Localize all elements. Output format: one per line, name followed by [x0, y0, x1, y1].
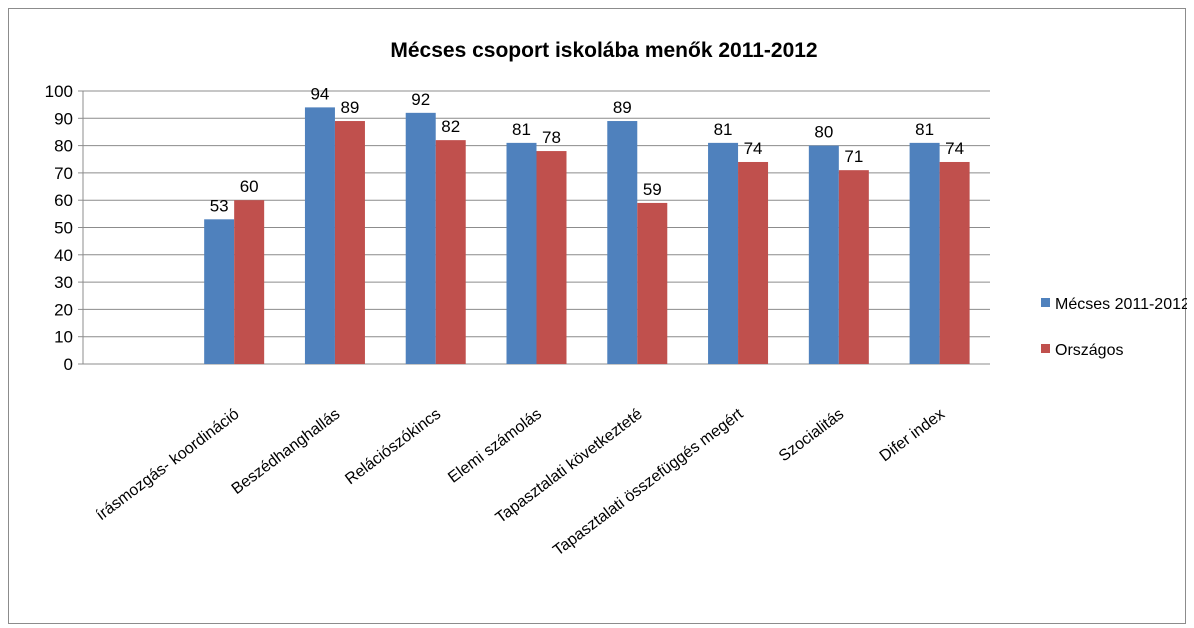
bar-mecses — [405, 112, 436, 364]
data-label: 74 — [945, 139, 964, 158]
data-label: 81 — [512, 120, 531, 139]
chart-frame: Mécses csoport iskolába menők 2011-2012 … — [8, 8, 1187, 624]
legend-label-mecses: Mécses 2011-2012 — [1055, 296, 1187, 313]
category-label: Difer index — [877, 406, 948, 466]
data-label-layer: 53 60 94 89 92 82 81 78 89 59 81 74 80 71 81 74 — [210, 84, 964, 215]
category-label: Elemi számolás — [445, 406, 545, 487]
bar-chart: Mécses csoport iskolába menők 2011-2012 … — [45, 39, 1187, 559]
bar-orszagos — [435, 140, 466, 364]
legend-swatch-mecses — [1041, 298, 1050, 307]
chart-title: Mécses csoport iskolába menők 2011-2012 — [390, 39, 817, 62]
y-tick-label: 80 — [54, 137, 73, 156]
data-label: 81 — [915, 120, 934, 139]
axis-layer: 0 10 20 30 40 50 60 70 80 90 100 — [45, 82, 990, 374]
category-label: Tapasztalati összefüggés megért — [550, 405, 747, 559]
legend: Mécses 2011-2012 Országos — [1041, 296, 1187, 359]
bar-mecses — [708, 142, 739, 364]
bar-mecses — [204, 219, 235, 364]
y-tick-label: 60 — [54, 191, 73, 210]
bar-orszagos — [738, 161, 769, 364]
y-tick-label: 0 — [64, 355, 73, 374]
y-tick-label: 50 — [54, 219, 73, 238]
data-label: 74 — [744, 139, 763, 158]
data-label: 82 — [441, 117, 460, 136]
data-label: 89 — [613, 98, 632, 117]
legend-swatch-orszagos — [1041, 344, 1050, 353]
bar-orszagos — [838, 170, 869, 364]
bar-layer — [204, 107, 970, 364]
category-label: Szocialitás — [776, 406, 847, 466]
category-label: írásmozgás- koordináció — [93, 406, 243, 525]
bar-orszagos — [939, 161, 970, 364]
data-label: 94 — [310, 84, 329, 103]
y-tick-label: 10 — [54, 328, 73, 347]
y-tick-label: 20 — [54, 300, 73, 319]
data-label: 89 — [340, 98, 359, 117]
bar-mecses — [808, 145, 839, 364]
y-tick-label: 70 — [54, 164, 73, 183]
bar-mecses — [909, 142, 940, 364]
bar-orszagos — [536, 151, 567, 364]
bar-mecses — [607, 121, 638, 364]
category-label-layer: írásmozgás- koordinációBeszédhanghallásR… — [93, 405, 948, 559]
bar-orszagos — [334, 121, 365, 364]
data-label: 53 — [210, 196, 229, 215]
data-label: 59 — [643, 180, 662, 199]
y-tick-label: 30 — [54, 273, 73, 292]
data-label: 80 — [814, 123, 833, 142]
y-tick-label: 90 — [54, 109, 73, 128]
y-tick-label: 40 — [54, 246, 73, 265]
legend-label-orszagos: Országos — [1055, 342, 1123, 359]
data-label: 71 — [844, 147, 863, 166]
category-label: Relációszókincs — [342, 406, 444, 489]
data-label: 60 — [240, 177, 259, 196]
category-label: Beszédhanghallás — [229, 406, 344, 498]
y-tick-label: 100 — [45, 82, 73, 101]
bar-orszagos — [234, 200, 265, 364]
bar-orszagos — [637, 202, 668, 364]
bar-mecses — [304, 107, 335, 364]
data-label: 78 — [542, 128, 561, 147]
data-label: 92 — [411, 90, 430, 109]
data-label: 81 — [714, 120, 733, 139]
bar-mecses — [506, 142, 537, 364]
